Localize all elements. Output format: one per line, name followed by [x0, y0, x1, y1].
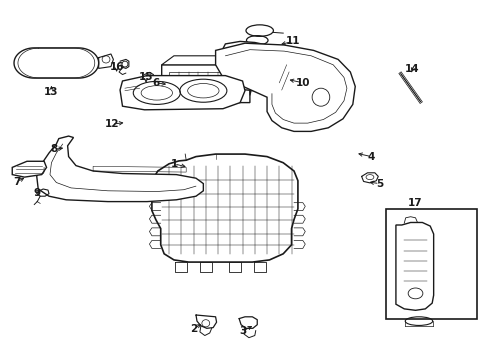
Bar — [170, 83, 180, 90]
Bar — [169, 72, 240, 99]
Polygon shape — [223, 41, 283, 91]
Polygon shape — [396, 222, 434, 310]
Text: 10: 10 — [295, 78, 310, 88]
Text: 5: 5 — [376, 179, 383, 189]
Bar — [386, 209, 477, 319]
Text: 12: 12 — [104, 119, 119, 129]
Text: 15: 15 — [139, 72, 153, 82]
Polygon shape — [216, 43, 355, 131]
Text: 17: 17 — [408, 198, 423, 208]
Text: 14: 14 — [405, 64, 420, 74]
Polygon shape — [14, 48, 98, 78]
Text: 11: 11 — [286, 36, 300, 46]
Text: 3: 3 — [239, 326, 246, 336]
Text: 13: 13 — [44, 87, 59, 97]
Text: 1: 1 — [171, 159, 177, 169]
Polygon shape — [162, 65, 250, 103]
Polygon shape — [152, 154, 298, 262]
Bar — [170, 76, 180, 81]
Polygon shape — [162, 56, 252, 65]
Polygon shape — [12, 161, 47, 177]
Text: 4: 4 — [368, 152, 375, 162]
Text: 6: 6 — [152, 78, 159, 88]
Polygon shape — [250, 56, 252, 95]
Text: 2: 2 — [190, 324, 197, 334]
Text: 7: 7 — [13, 177, 21, 187]
Polygon shape — [120, 76, 245, 110]
Text: 8: 8 — [50, 144, 57, 154]
Text: 16: 16 — [109, 62, 124, 72]
Text: 9: 9 — [33, 188, 40, 198]
Polygon shape — [37, 136, 203, 202]
